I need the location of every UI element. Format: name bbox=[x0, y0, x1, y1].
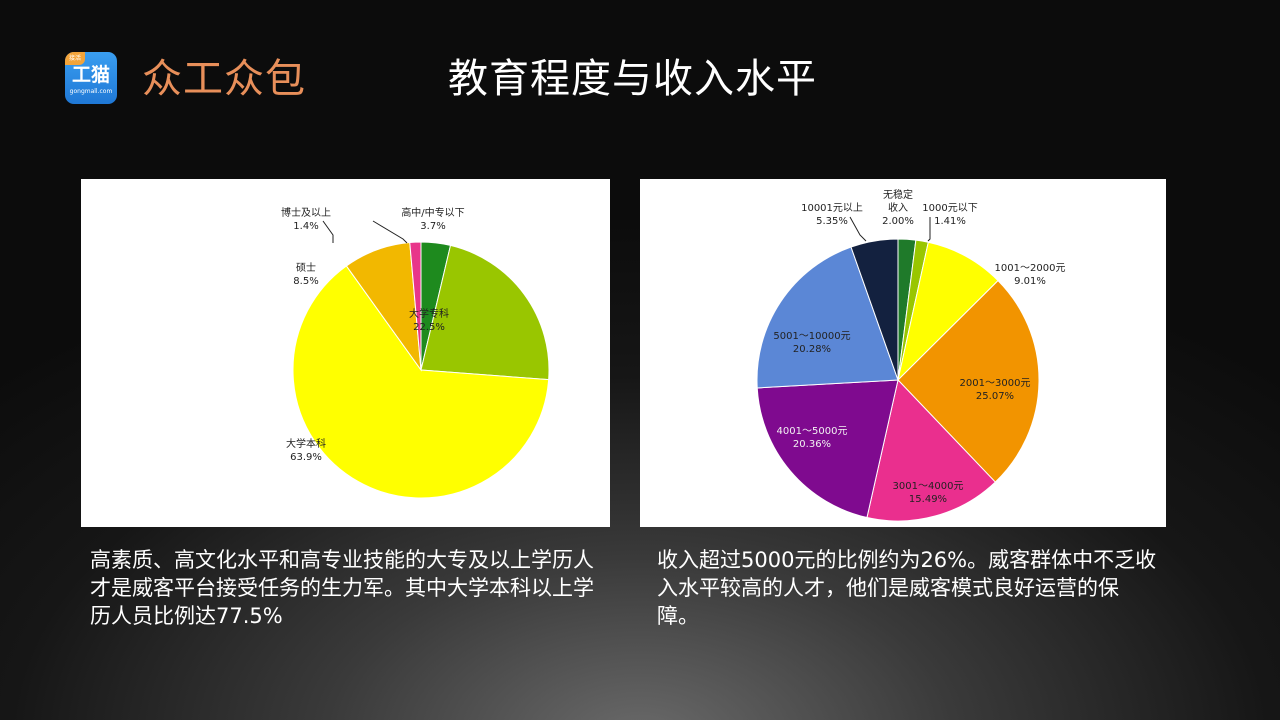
edu-slice-1 bbox=[420, 244, 550, 381]
edu-label-name-0: 高中/中专以下 bbox=[401, 206, 464, 219]
inc-slice-5 bbox=[756, 379, 899, 519]
education-caption: 高素质、高文化水平和高专业技能的大专及以上学历人才是威客平台接受任务的生力军。其… bbox=[90, 548, 594, 628]
edu-label-value-0: 3.7% bbox=[420, 221, 445, 232]
inc-leader-line-1 bbox=[927, 217, 931, 242]
inc-label-value-3: 25.07% bbox=[976, 391, 1014, 402]
brand-name: 众工众包 bbox=[142, 56, 306, 102]
inc-label-name-3: 2001～3000元 bbox=[960, 378, 1031, 389]
inc-label-value-0: 2.00% bbox=[882, 216, 914, 227]
edu-slice-2 bbox=[292, 265, 550, 499]
edu-label-name-4: 博士及以上 bbox=[281, 206, 331, 219]
income-chart-panel: 无稳定 收入 2.00% 1000元以下 1.41% 1001～2000元 9.01% 200… bbox=[640, 179, 1166, 527]
inc-label-value-7: 5.35% bbox=[816, 216, 848, 227]
inc-label-name-2: 1001～2000元 bbox=[995, 263, 1066, 274]
inc-label-name-0: 无稳定 bbox=[883, 188, 913, 201]
edu-leader-line-0 bbox=[372, 220, 408, 244]
education-pie-chart: 高中/中专以下 3.7% 大学专科 22.5% 大学本科 63.9% 硕士 8.5% 博士及以上… bbox=[281, 206, 550, 499]
inc-label-name-4: 3001～4000元 bbox=[893, 481, 964, 492]
logo-en-text: gongmall.com bbox=[69, 88, 113, 95]
inc-label-value-2: 9.01% bbox=[1014, 276, 1046, 287]
inc-label-name-5: 4001～5000元 bbox=[777, 426, 848, 437]
inc-leader-line-7 bbox=[849, 216, 867, 242]
edu-slice-4 bbox=[409, 241, 422, 371]
edu-label-value-2: 63.9% bbox=[290, 452, 322, 463]
slide-title: 教育程度与收入水平 bbox=[448, 56, 817, 102]
edu-label-value-1: 22.5% bbox=[413, 322, 445, 333]
logo-cn-text: 工猫 bbox=[71, 64, 110, 86]
inc-slice-3 bbox=[897, 279, 1040, 483]
logo-badge: 接活 bbox=[65, 52, 85, 65]
edu-label-value-4: 1.4% bbox=[293, 221, 318, 232]
inc-slice-4 bbox=[866, 378, 996, 522]
inc-label-name-0: 收入 bbox=[888, 201, 908, 214]
edu-label-name-1: 大学专科 bbox=[409, 307, 449, 320]
edu-label-value-3: 8.5% bbox=[293, 276, 318, 287]
inc-label-value-4: 15.49% bbox=[909, 494, 947, 505]
inc-slice-2 bbox=[897, 241, 999, 382]
inc-label-value-5: 20.36% bbox=[793, 439, 831, 450]
edu-label-name-2: 大学本科 bbox=[286, 437, 326, 450]
inc-label-value-1: 1.41% bbox=[934, 216, 966, 227]
inc-slice-7 bbox=[850, 238, 899, 381]
education-chart-panel: 高中/中专以下 3.7% 大学专科 22.5% 大学本科 63.9% 硕士 8.5% 博士及以上… bbox=[81, 179, 610, 527]
edu-label-name-3: 硕士 bbox=[296, 261, 316, 274]
inc-label-name-1: 1000元以下 bbox=[922, 203, 977, 214]
gongmall-logo: 接活 工猫 gongmall.com bbox=[65, 52, 117, 104]
income-caption: 收入超过5000元的比例约为26%。威客群体中不乏收入水平较高的人才，他们是威客… bbox=[657, 548, 1157, 628]
inc-slice-6 bbox=[756, 246, 899, 389]
inc-label-name-6: 5001～10000元 bbox=[773, 331, 850, 342]
inc-label-name-7: 10001元以上 bbox=[801, 202, 863, 214]
inc-label-value-6: 20.28% bbox=[793, 344, 831, 355]
edu-leader-line-4 bbox=[322, 220, 334, 243]
